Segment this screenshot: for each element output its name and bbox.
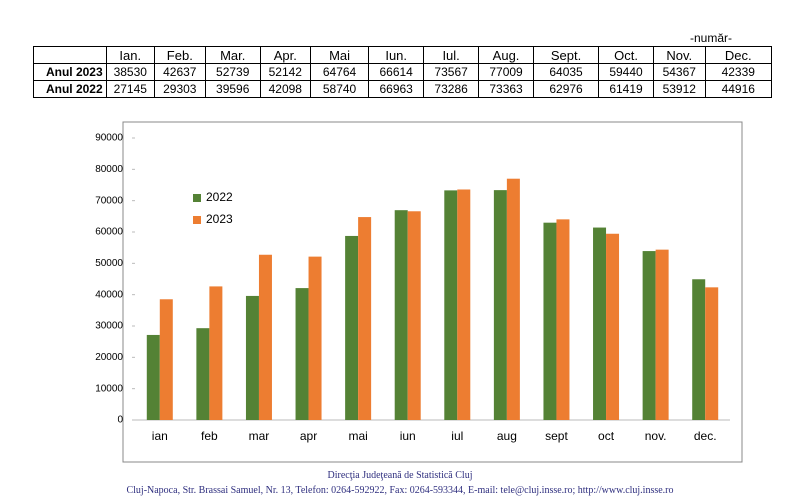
table-cell: 73567: [423, 63, 480, 81]
table-row: Anul 2023 38530 42637 52739 52142 64764 66614 7…: [33, 63, 773, 81]
bar: [345, 235, 359, 420]
x-tick-label: aug: [497, 429, 517, 443]
y-tick-label: 20000: [95, 352, 123, 363]
table-cell: Anul 2023: [33, 63, 107, 81]
y-tick-label: 10000: [95, 383, 123, 394]
table-row: Anul 2022 27145 29303 39596 42098 58740 66963 7…: [33, 80, 773, 98]
y-tick-label: 50000: [95, 258, 123, 269]
bar: [444, 190, 458, 420]
table-cell: 73286: [423, 80, 480, 98]
x-tick-label: mai: [348, 429, 367, 443]
table-cell: 42637: [153, 63, 206, 81]
bar: [705, 287, 719, 420]
bar: [692, 279, 706, 420]
x-tick-label: dec.: [694, 429, 717, 443]
x-tick-label: nov.: [645, 429, 667, 443]
x-tick-label: sept: [545, 429, 568, 443]
table-cell: 54367: [652, 63, 706, 81]
bar: [556, 219, 570, 420]
table-cell: 66963: [368, 80, 425, 98]
y-tick-label: 30000: [95, 321, 123, 332]
x-tick-label: apr: [300, 429, 317, 443]
bar: [308, 256, 322, 420]
table-cell: 27145: [105, 80, 155, 98]
unit: -număr-: [690, 31, 733, 45]
bar: [146, 334, 160, 420]
bar: [245, 295, 259, 420]
table-cell: 52142: [259, 63, 311, 81]
legend-label: 2023: [206, 212, 233, 226]
bar: [258, 254, 272, 420]
table-cell: Dec.: [704, 46, 773, 64]
bar: [655, 249, 669, 420]
data-table: Ian. Feb. Mar. Apr. Mai Iun. Iul. Aug. Sept. Oct.…: [33, 46, 773, 98]
table-cell: 61419: [598, 80, 654, 98]
table-cell: 53912: [652, 80, 706, 98]
bar: [506, 178, 520, 420]
legend-label: 2022: [206, 190, 233, 204]
bar: [407, 211, 421, 420]
bar: [159, 299, 173, 420]
bar: [457, 189, 471, 420]
bar: [593, 227, 607, 420]
bar: [295, 288, 309, 420]
x-tick-label: iul: [451, 429, 463, 443]
table-cell: 66614: [368, 63, 425, 81]
y-tick-label: 0: [117, 415, 123, 426]
table-cell: 39596: [204, 80, 261, 98]
y-tick-label: 90000: [95, 133, 123, 144]
x-tick-label: iun: [400, 429, 416, 443]
legend-swatch: [193, 216, 201, 224]
x-tick-label: mar: [249, 429, 270, 443]
bar: [493, 190, 507, 420]
y-tick-label: 40000: [95, 289, 123, 300]
bar: [209, 286, 223, 420]
bar: [606, 233, 620, 420]
x-tick-label: oct: [598, 429, 615, 443]
table-cell: Anul 2022: [33, 80, 107, 98]
footer-line: Cluj-Napoca, Str. Brassai Samuel, Nr. 13…: [126, 485, 674, 496]
y-tick-label: 80000: [95, 164, 123, 175]
table-cell: 62976: [533, 80, 600, 98]
chart-frame: [122, 121, 743, 463]
table-cell: 64035: [533, 63, 600, 81]
bar: [358, 217, 372, 420]
table-cell: 52739: [204, 63, 261, 81]
table-cell: 77009: [478, 63, 535, 81]
table-cell: 44916: [704, 80, 773, 98]
bar: [394, 210, 408, 420]
table-cell: Sept.: [533, 46, 600, 64]
x-tick-label: feb: [201, 429, 218, 443]
bar: [543, 222, 557, 420]
table-cell: 58740: [309, 80, 370, 98]
footer-line: Direcţia Judeţeană de Statistică Cluj: [327, 470, 473, 481]
table-cell: 29303: [153, 80, 206, 98]
legend-swatch: [193, 194, 201, 202]
y-tick-label: 70000: [95, 195, 123, 206]
bar: [196, 328, 210, 420]
y-tick-label: 60000: [95, 227, 123, 238]
table-cell: 73363: [478, 80, 535, 98]
table-row: Ian. Feb. Mar. Apr. Mai Iun. Iul. Aug. Sept. Oct.…: [33, 46, 773, 64]
table-cell: Apr.: [259, 46, 311, 64]
bar: [642, 251, 656, 420]
x-tick-label: ian: [152, 429, 168, 443]
